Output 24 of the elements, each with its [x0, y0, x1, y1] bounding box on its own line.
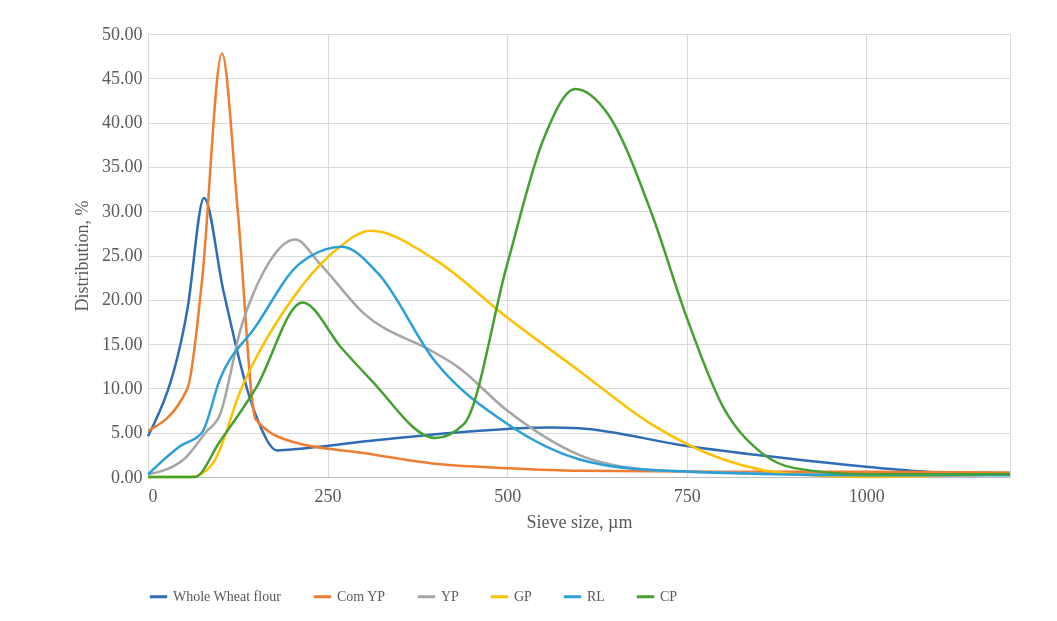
- legend-label: YP: [441, 588, 460, 604]
- x-tick-label: 250: [314, 485, 342, 506]
- x-tick-label: 0: [148, 485, 158, 506]
- y-tick-label: 0.00: [111, 466, 143, 487]
- legend-label: Whole Wheat flour: [173, 588, 282, 604]
- y-axis-title: Distribution, %: [72, 200, 92, 312]
- y-tick-label: 40.00: [102, 112, 143, 133]
- x-tick-label: 1000: [848, 485, 885, 506]
- legend-label: Com YP: [337, 588, 386, 604]
- y-tick-label: 35.00: [102, 156, 143, 177]
- legend-label: RL: [587, 588, 605, 604]
- legend-label: CP: [660, 588, 678, 604]
- y-tick-label: 45.00: [102, 67, 143, 88]
- x-tick-label: 750: [673, 485, 701, 506]
- y-tick-label: 30.00: [102, 200, 143, 221]
- x-axis-title: Sieve size, µm: [526, 511, 633, 532]
- y-tick-label: 25.00: [102, 245, 143, 265]
- y-tick-label: 50.00: [102, 23, 143, 44]
- x-tick-label: 500: [494, 485, 522, 506]
- y-tick-label: 10.00: [102, 377, 143, 398]
- legend-label: GP: [514, 588, 533, 604]
- y-tick-label: 5.00: [111, 422, 143, 443]
- y-tick-label: 20.00: [102, 289, 143, 310]
- y-tick-label: 15.00: [102, 333, 143, 354]
